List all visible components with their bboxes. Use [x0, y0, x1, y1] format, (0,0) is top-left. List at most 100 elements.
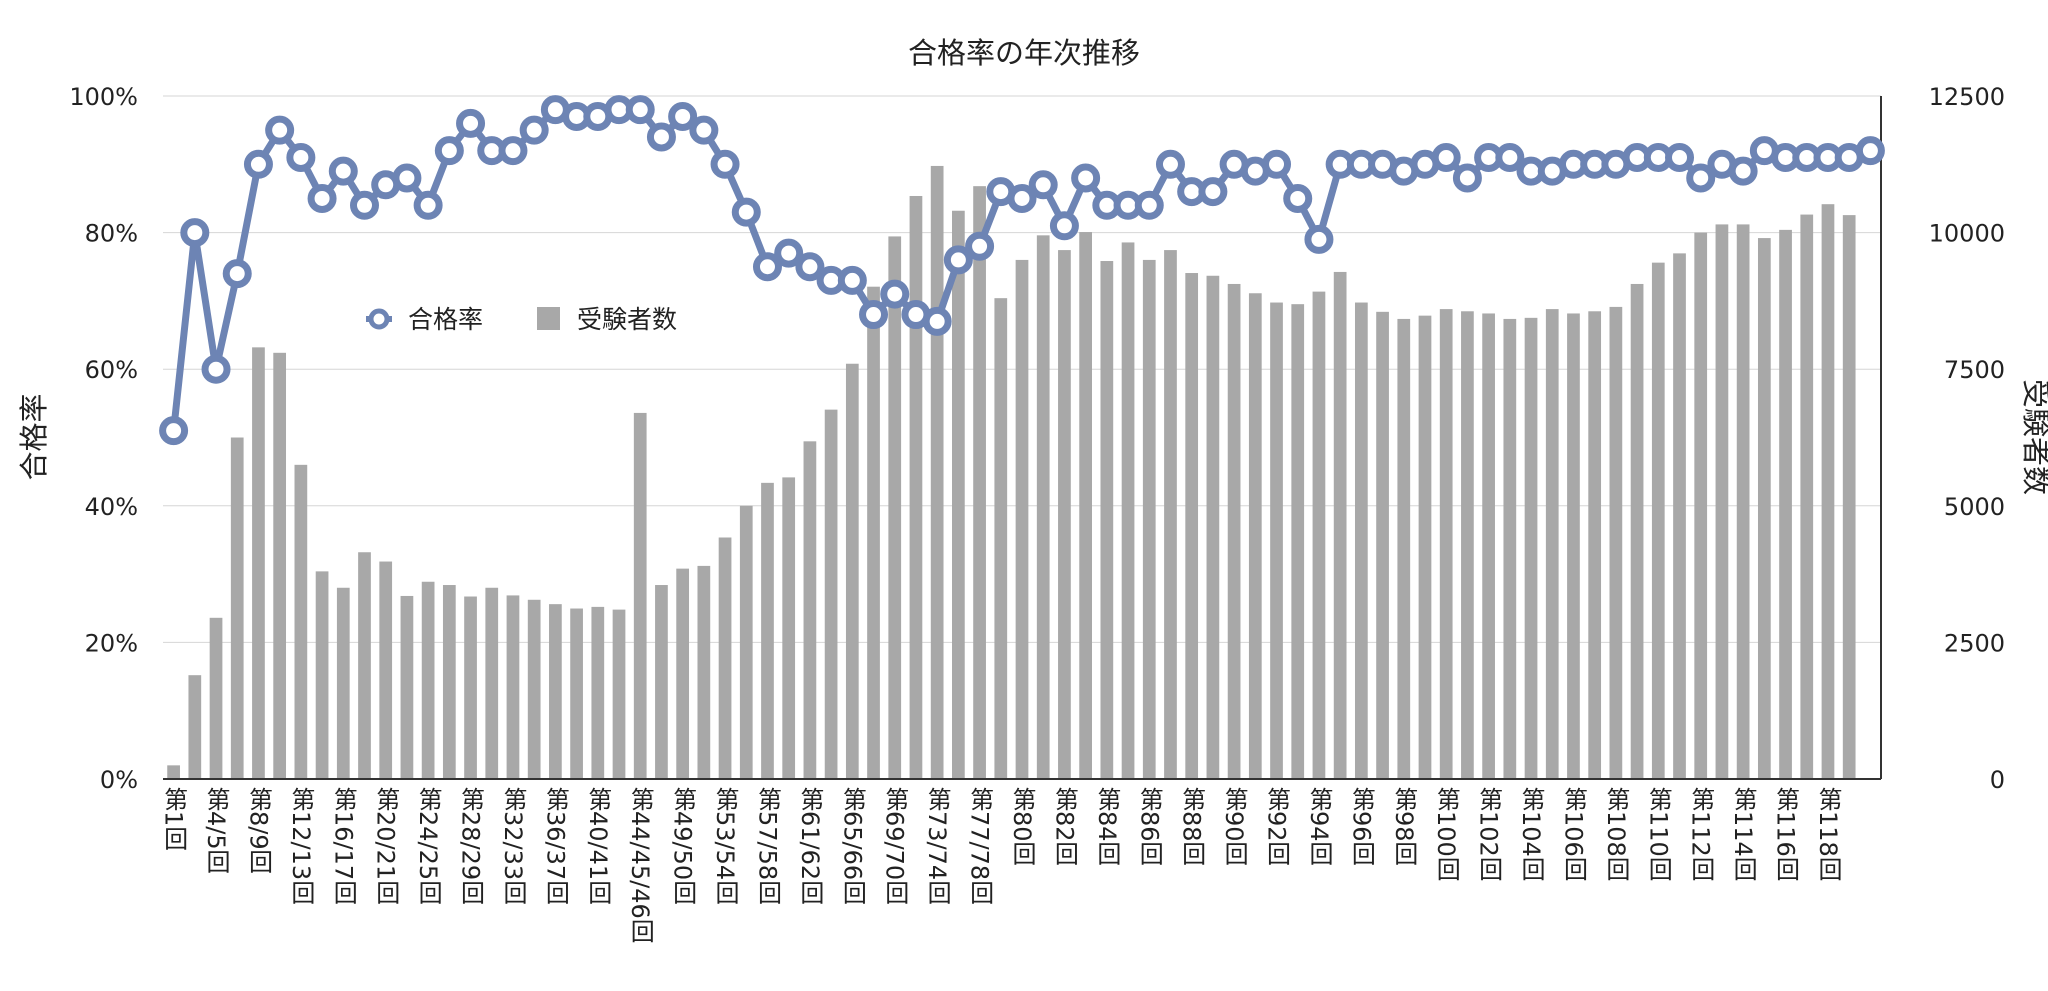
rate-point: [180, 218, 210, 248]
x-tick-label: 第49/50回: [669, 787, 697, 904]
x-tick-label: 第86回: [1135, 787, 1163, 866]
x-tick-label: 第77/78回: [966, 787, 994, 904]
bar: [1121, 242, 1135, 780]
bar: [506, 595, 520, 779]
rate-point: [922, 306, 952, 336]
bar: [633, 412, 647, 779]
rate-point: [943, 245, 973, 275]
x-tick-label: 第40/41回: [584, 787, 612, 904]
legend-label-examinees: 受験者数: [577, 305, 677, 334]
x-tick-label: 第4/5回: [202, 787, 230, 874]
rate-point: [1028, 170, 1058, 200]
bar: [379, 561, 393, 779]
x-tick-label: 第82回: [1050, 787, 1078, 866]
bar: [1185, 273, 1199, 779]
bar: [1588, 311, 1602, 779]
bar: [1715, 224, 1729, 780]
bar: [1227, 283, 1241, 779]
left-tick-label: 100%: [69, 83, 138, 111]
bar: [1567, 313, 1580, 779]
rate-point: [1452, 163, 1482, 193]
x-tick-label: 第112回: [1687, 787, 1715, 881]
x-tick-label: 第20/21回: [372, 787, 400, 904]
bar: [1079, 232, 1092, 780]
x-tick-label: 第53/54回: [711, 787, 739, 904]
bar: [358, 552, 371, 779]
x-tick-label: 第61/62回: [796, 787, 824, 904]
bar: [1418, 315, 1432, 779]
legend-bar-swatch: [537, 307, 560, 330]
bar: [1842, 215, 1856, 779]
bars-series: [167, 165, 1856, 780]
bar: [973, 186, 986, 779]
bar: [1397, 318, 1411, 779]
bar: [655, 585, 668, 779]
bar: [676, 568, 690, 779]
left-tick-label: 0%: [100, 766, 138, 794]
chart-title: 合格率の年次推移: [908, 36, 1140, 70]
rate-point: [1134, 190, 1164, 220]
x-tick-label: 第90回: [1220, 787, 1248, 866]
x-tick-label: 第94回: [1305, 787, 1333, 866]
bar: [1779, 229, 1792, 780]
bar: [1439, 309, 1453, 779]
bar: [845, 363, 859, 779]
bar: [1100, 261, 1114, 779]
left-tick-label: 80%: [85, 220, 138, 248]
x-tick-label: 第98回: [1390, 787, 1418, 866]
rate-point: [1686, 163, 1716, 193]
rate-point: [392, 163, 422, 193]
x-tick-label: 第102回: [1475, 787, 1503, 881]
bar: [888, 236, 902, 779]
bar: [442, 585, 456, 779]
legend-label-rate: 合格率: [408, 305, 483, 334]
rate-point: [456, 108, 486, 138]
rate-point: [1071, 163, 1101, 193]
bar: [1333, 271, 1347, 779]
bar: [824, 409, 838, 779]
x-tick-label: 第116回: [1772, 787, 1800, 881]
bar: [464, 596, 477, 779]
bar: [994, 298, 1008, 779]
rate-point: [307, 183, 337, 213]
bar: [761, 482, 774, 779]
bar: [1524, 317, 1538, 779]
rate-point: [965, 231, 995, 261]
bar: [952, 210, 965, 779]
x-tick-label: 第92回: [1263, 787, 1291, 866]
right-tick-label: 2500: [1944, 629, 2005, 657]
bar: [273, 352, 287, 779]
rate-point: [752, 252, 782, 282]
x-tick-label: 第96回: [1347, 787, 1375, 866]
bar: [400, 595, 414, 779]
bar: [570, 608, 583, 779]
rate-point: [286, 142, 316, 172]
rate-point: [349, 190, 379, 220]
bar: [591, 606, 605, 779]
left-tick-label: 40%: [85, 493, 138, 521]
x-tick-label: 第44/45/46回: [626, 787, 654, 943]
x-tick-label: 第28/29回: [457, 787, 485, 904]
bar: [1270, 302, 1283, 779]
rate-point: [201, 354, 231, 384]
bar: [1036, 235, 1050, 779]
legend-marker-swatch: [368, 308, 390, 330]
right-axis-title: 受験者数: [2019, 379, 2048, 495]
bar: [612, 609, 626, 779]
right-tick-label: 0: [1990, 766, 2005, 794]
bar: [1673, 253, 1686, 779]
rate-point: [859, 300, 889, 330]
rate-point: [328, 156, 358, 186]
rate-point: [1283, 183, 1313, 213]
bar: [1821, 204, 1835, 779]
bar: [527, 599, 541, 779]
bar: [167, 765, 180, 779]
bar: [1142, 259, 1156, 779]
left-axis-ticks: 0% 20% 40% 60% 80% 100%: [69, 83, 138, 794]
right-axis-ticks: 0 2500 5000 7500 10000 12500: [1929, 83, 2005, 794]
bar: [1545, 309, 1559, 779]
rate-point: [1855, 136, 1885, 166]
bar: [336, 587, 350, 779]
legend: 合格率 受験者数: [366, 305, 677, 334]
